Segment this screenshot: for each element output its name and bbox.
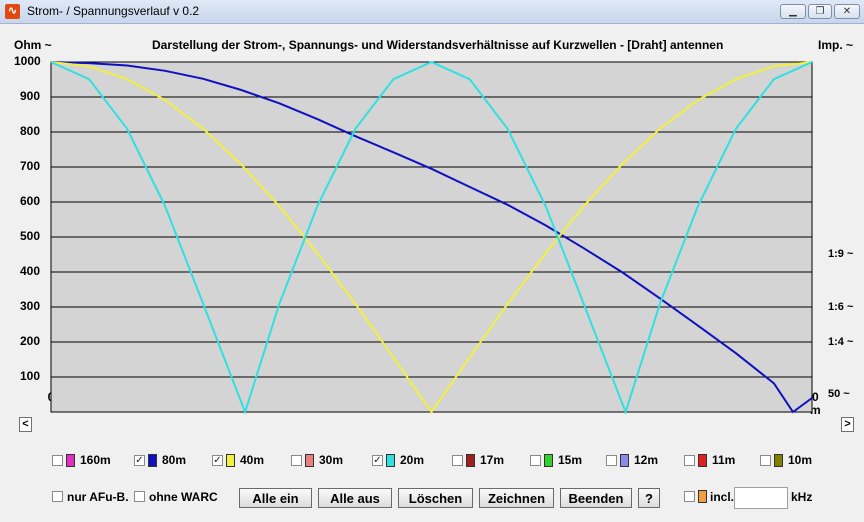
x-tick-label: 4	[199, 390, 207, 404]
series-20m-line	[50, 60, 813, 416]
khz-unit-label: kHz	[791, 490, 813, 504]
y2-axis-label: Imp. ~	[818, 38, 854, 52]
beenden-button[interactable]: Beenden	[560, 488, 632, 508]
band-color-swatch	[774, 454, 783, 467]
app-icon: ∿	[5, 4, 20, 19]
x-tick-label: 16	[653, 390, 667, 404]
band-checkbox[interactable]	[452, 455, 463, 466]
right-tick-label: 1:9 ~	[828, 248, 854, 260]
x-tick-label: 7	[314, 390, 321, 404]
y-axis-label: Ohm ~	[14, 38, 52, 52]
help-button[interactable]: ?	[638, 488, 660, 508]
zeichnen-button[interactable]: Zeichnen	[479, 488, 554, 508]
x-tick-label: 2	[123, 390, 131, 404]
x-tick-label: 18	[729, 390, 743, 404]
x-tick-label: 12	[500, 390, 515, 404]
band-label: 11m	[712, 453, 736, 467]
band-label: 40m	[240, 453, 265, 467]
x-tick-label: 15	[615, 390, 629, 404]
ohne-warc-label: ohne WARC	[149, 490, 218, 504]
band-color-swatch	[544, 454, 553, 467]
khz-input[interactable]	[734, 487, 788, 509]
x-tick-label: 11	[463, 390, 476, 404]
right-tick-label: 50 ~	[828, 388, 850, 400]
band-checkbox[interactable]	[530, 455, 541, 466]
x-tick-label: 5	[237, 390, 245, 404]
band-checkbox[interactable]	[684, 455, 695, 466]
scroll-right-button[interactable]: >	[841, 417, 854, 432]
title-bar: ∿ Strom- / Spannungsverlauf v 0.2 ▁ ❐ ✕	[0, 0, 864, 24]
band-color-swatch	[148, 454, 157, 467]
band-color-swatch	[305, 454, 314, 467]
band-label: 17m	[480, 453, 505, 467]
nur-afu-checkbox[interactable]	[52, 491, 63, 502]
right-tick-label: 1:4 ~	[828, 336, 854, 348]
y-tick-label: 200	[19, 334, 40, 348]
restore-button[interactable]: ❐	[808, 4, 832, 19]
y-tick-label: 700	[19, 159, 40, 173]
series-40m-line	[50, 61, 813, 414]
x-tick-label: 3	[161, 390, 169, 404]
band-label: 15m	[558, 453, 583, 467]
band-checkbox[interactable]	[760, 455, 771, 466]
x-tick-label: 10	[424, 390, 439, 404]
band-color-swatch	[66, 454, 75, 467]
scroll-left-button[interactable]: <	[19, 417, 32, 432]
window-title: Strom- / Spannungsverlauf v 0.2	[27, 4, 200, 18]
y-tick-label: 900	[19, 89, 40, 103]
y-tick-label: 1000	[14, 54, 41, 68]
incl-label: incl.	[710, 490, 735, 504]
band-color-swatch	[226, 454, 235, 467]
incl-color-swatch	[698, 490, 707, 503]
x-tick-label: 8	[352, 390, 359, 404]
band-checkbox[interactable]: ✓	[134, 455, 145, 466]
nur-afu-label: nur AFu-B.	[67, 490, 129, 504]
plot-background	[50, 61, 813, 413]
x-tick-label: 19	[767, 390, 781, 404]
band-label: 10m	[788, 453, 813, 467]
band-checkbox[interactable]	[606, 455, 617, 466]
band-color-swatch	[620, 454, 629, 467]
x-tick-label: 0	[47, 390, 55, 404]
loeschen-button[interactable]: Löschen	[398, 488, 473, 508]
y-tick-label: 100	[19, 369, 40, 383]
band-checkbox[interactable]	[52, 455, 63, 466]
y-tick-label: 800	[19, 124, 40, 138]
band-checkbox[interactable]	[291, 455, 302, 466]
band-checkbox[interactable]: ✓	[212, 455, 223, 466]
band-label: 12m	[634, 453, 659, 467]
y-tick-label: 600	[19, 194, 40, 208]
x-tick-label: 1	[85, 390, 93, 404]
ohne-warc-checkbox[interactable]	[134, 491, 145, 502]
band-color-swatch	[466, 454, 475, 467]
x-tick-label: 20	[805, 390, 819, 404]
band-color-swatch	[386, 454, 395, 467]
band-color-swatch	[698, 454, 707, 467]
band-label: 80m	[162, 453, 187, 467]
right-tick-label: 1:6 ~	[828, 301, 854, 313]
chart-title: Darstellung der Strom-, Spannungs- und W…	[152, 38, 724, 52]
series-80m-line	[50, 61, 813, 414]
minimize-button[interactable]: ▁	[780, 4, 806, 19]
x-tick-label: 13	[538, 390, 553, 404]
x-unit-label: m	[810, 403, 821, 417]
band-label: 160m	[80, 453, 111, 467]
x-tick-label: 14	[577, 390, 591, 404]
y-tick-label: 300	[19, 299, 40, 313]
x-tick-label: 17	[691, 390, 705, 404]
close-button[interactable]: ✕	[834, 4, 860, 19]
band-label: 30m	[319, 453, 344, 467]
alle-aus-button[interactable]: Alle aus	[318, 488, 392, 508]
y-tick-label: 400	[19, 264, 40, 278]
band-checkbox[interactable]: ✓	[372, 455, 383, 466]
x-tick-label: 6	[275, 390, 283, 404]
alle-ein-button[interactable]: Alle ein	[239, 488, 312, 508]
band-label: 20m	[400, 453, 425, 467]
incl-checkbox[interactable]	[684, 491, 695, 502]
x-tick-label: 9	[390, 390, 397, 404]
y-tick-label: 500	[19, 229, 40, 243]
